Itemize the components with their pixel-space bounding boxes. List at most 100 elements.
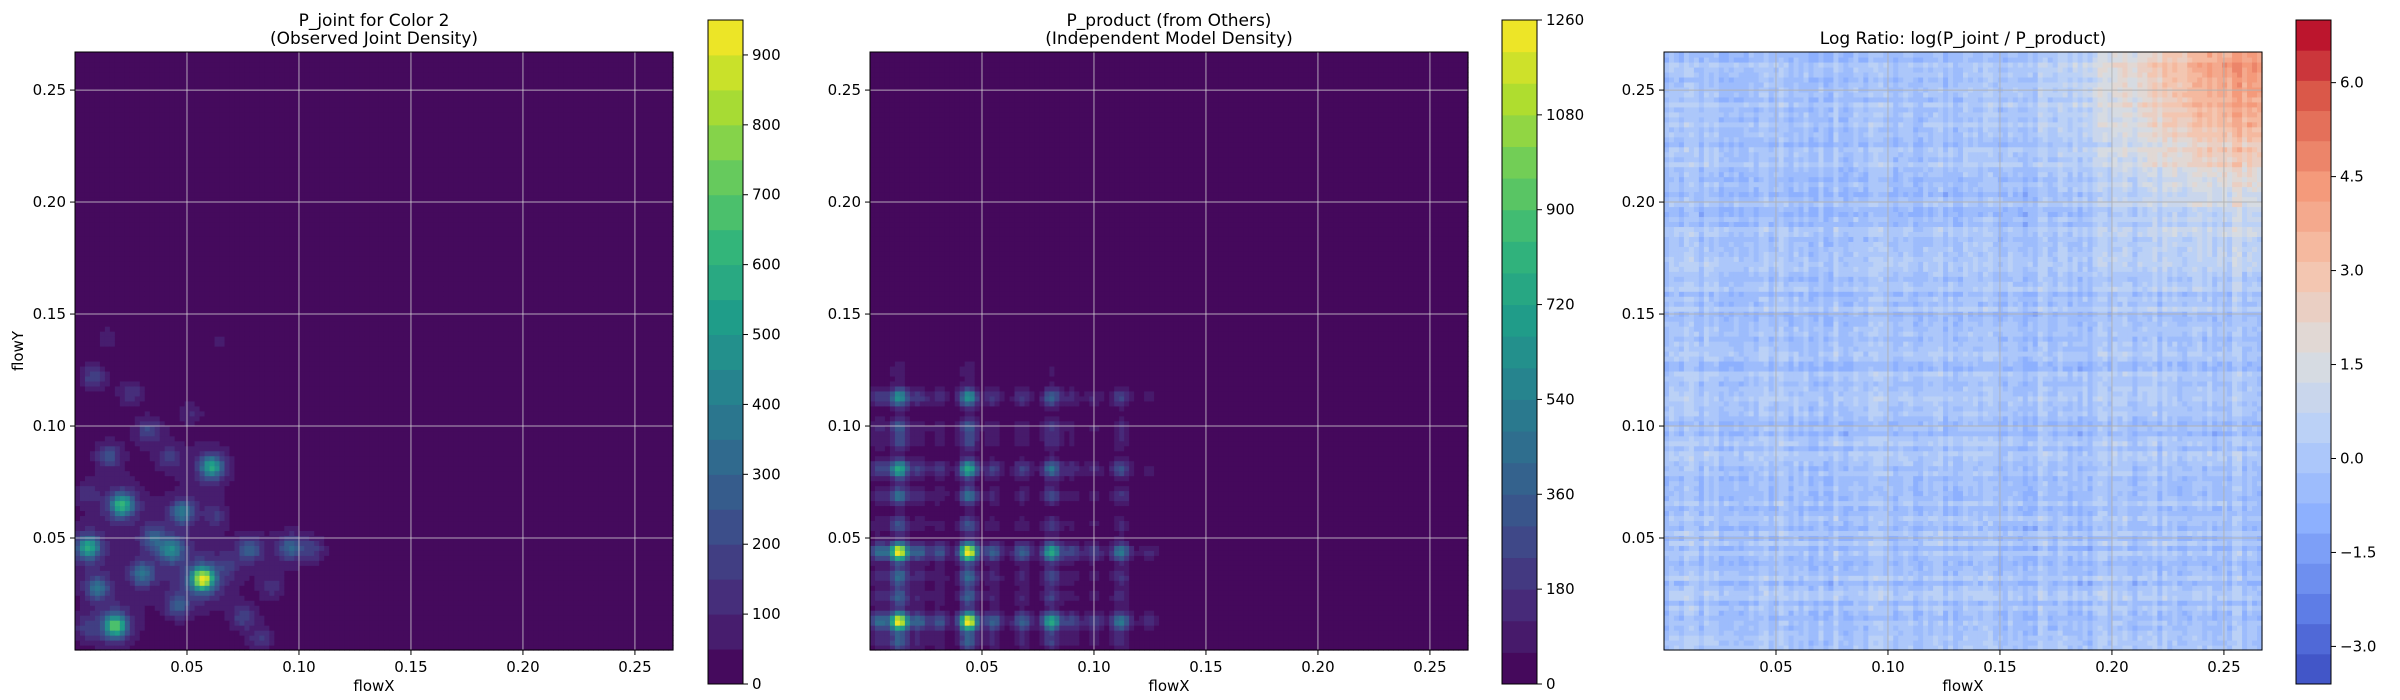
heatmap-cell [159, 276, 166, 282]
heatmap-cell [269, 500, 275, 507]
heatmap-cell [189, 346, 196, 352]
heatmap-cell [124, 500, 131, 507]
heatmap-cell [134, 485, 141, 492]
heatmap-cell [224, 405, 231, 412]
heatmap-cell [264, 216, 270, 223]
heatmap-cell [144, 580, 151, 586]
heatmap-cell [179, 171, 186, 178]
heatmap-cell [75, 595, 81, 601]
heatmap-cell [279, 435, 285, 442]
heatmap-cell [204, 251, 211, 257]
heatmap-cell [254, 415, 260, 422]
heatmap-cell [174, 96, 181, 103]
heatmap-cell [149, 390, 156, 397]
heatmap-cell [129, 460, 136, 467]
heatmap-cell [174, 435, 181, 442]
heatmap-cell [134, 186, 141, 193]
heatmap-cell [204, 455, 211, 462]
heatmap-cell [259, 430, 265, 437]
heatmap-cell [119, 171, 126, 178]
heatmap-cell [79, 121, 86, 128]
heatmap-cell [129, 425, 136, 432]
heatmap-cell [214, 66, 221, 73]
heatmap-cell [99, 545, 106, 551]
heatmap-cell [249, 236, 255, 242]
heatmap-cell [264, 435, 270, 442]
heatmap-cell [169, 291, 176, 297]
heatmap-cell [274, 196, 280, 203]
heatmap-cell [229, 495, 236, 502]
heatmap-cell [144, 216, 151, 223]
heatmap-cell [179, 625, 186, 631]
heatmap-cell [149, 495, 156, 502]
heatmap-cell [144, 610, 151, 616]
heatmap-cell [99, 400, 106, 407]
heatmap-cell [154, 131, 161, 138]
heatmap-cell [239, 430, 246, 437]
heatmap-cell [194, 560, 201, 566]
heatmap-cell [174, 91, 181, 98]
heatmap-cell [79, 470, 86, 477]
heatmap-cell [114, 156, 121, 163]
heatmap-cell [244, 545, 251, 551]
heatmap-cell [104, 515, 111, 522]
heatmap-cell [109, 161, 116, 168]
heatmap-cell [279, 455, 285, 462]
heatmap-cell [75, 610, 81, 616]
heatmap-cell [119, 101, 126, 108]
heatmap-cell [144, 420, 151, 427]
heatmap-cell [79, 495, 86, 502]
heatmap-cell [214, 296, 221, 302]
heatmap-cell [259, 271, 265, 277]
heatmap-cell [219, 206, 226, 213]
heatmap-cell [259, 540, 265, 546]
heatmap-cell [154, 545, 161, 551]
heatmap-cell [134, 400, 141, 407]
heatmap-cell [234, 605, 241, 611]
heatmap-cell [209, 530, 216, 536]
heatmap-cell [99, 336, 106, 342]
heatmap-cell [209, 605, 216, 611]
heatmap-cell [104, 346, 111, 352]
heatmap-cell [149, 430, 156, 437]
heatmap-cell [129, 71, 136, 78]
heatmap-cell [269, 291, 275, 297]
heatmap-cell [75, 66, 81, 73]
heatmap-cell [119, 540, 126, 546]
heatmap-cell [219, 351, 226, 357]
heatmap-cell [174, 206, 181, 213]
heatmap-cell [229, 520, 236, 527]
heatmap-cell [134, 121, 141, 128]
heatmap-cell [249, 460, 255, 467]
heatmap-cell [109, 500, 116, 507]
heatmap-cell [179, 341, 186, 347]
heatmap-cell [79, 52, 86, 58]
heatmap-cell [94, 231, 101, 237]
heatmap-cell [204, 615, 211, 621]
heatmap-cell [264, 291, 270, 297]
heatmap-cell [174, 346, 181, 352]
heatmap-cell [179, 76, 186, 83]
heatmap-cell [99, 266, 106, 272]
heatmap-cell [169, 520, 176, 527]
heatmap-cell [199, 435, 206, 442]
heatmap-cell [219, 575, 226, 581]
heatmap-cell [249, 540, 255, 546]
heatmap-cell [279, 420, 285, 427]
heatmap-cell [274, 435, 280, 442]
heatmap-cell [84, 156, 91, 163]
heatmap-cell [209, 166, 216, 173]
heatmap-cell [75, 281, 81, 287]
heatmap-cell [149, 121, 156, 128]
heatmap-cell [154, 560, 161, 566]
heatmap-cell [119, 211, 126, 218]
heatmap-cell [104, 241, 111, 247]
heatmap-cell [199, 171, 206, 178]
heatmap-cell [174, 146, 181, 153]
heatmap-cell [174, 510, 181, 517]
heatmap-cell [254, 595, 260, 601]
heatmap-cell [194, 336, 201, 342]
heatmap-cell [104, 390, 111, 397]
heatmap-cell [164, 405, 171, 412]
heatmap-cell [134, 166, 141, 173]
